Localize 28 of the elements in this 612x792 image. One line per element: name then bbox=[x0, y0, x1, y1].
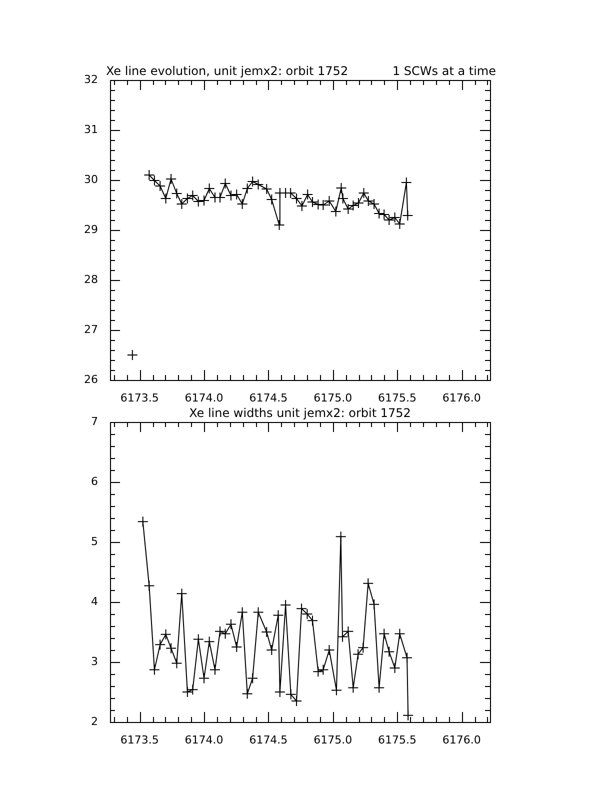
y-tick-label: 4 bbox=[91, 594, 98, 608]
y-tick-label: 27 bbox=[84, 322, 98, 336]
x-tick-label: 6176.0 bbox=[442, 391, 481, 404]
y-tick-label: 2 bbox=[91, 714, 98, 728]
y-tick-label: 3 bbox=[91, 654, 98, 668]
x-tick-label: 6175.5 bbox=[378, 391, 417, 404]
y-tick-label: 7 bbox=[91, 414, 98, 428]
x-tick-label: 6175.0 bbox=[314, 733, 352, 746]
y-tick-label: 28 bbox=[84, 272, 98, 286]
chart-title: Xe line evolution, unit jemx2: orbit 1752 bbox=[106, 64, 348, 78]
x-tick-label: 6174.5 bbox=[249, 733, 288, 746]
y-tick-label: 5 bbox=[91, 534, 98, 548]
y-tick-label: 26 bbox=[84, 372, 98, 386]
x-tick-label: 6173.5 bbox=[120, 733, 159, 746]
x-tick-label: 6174.5 bbox=[249, 391, 288, 404]
y-tick-label: 30 bbox=[84, 172, 98, 186]
x-tick-label: 6175.5 bbox=[378, 733, 417, 746]
y-tick-label: 32 bbox=[84, 72, 98, 86]
text: 1 SCWs at a time bbox=[392, 64, 496, 78]
x-tick-label: 6173.5 bbox=[120, 391, 159, 404]
chart-title: Xe line widths unit jemx2: orbit 1752 bbox=[189, 406, 411, 420]
y-tick-label: 31 bbox=[84, 122, 98, 136]
y-tick-label: 6 bbox=[91, 474, 98, 488]
y-tick-label: 29 bbox=[84, 222, 98, 236]
x-tick-label: 6174.0 bbox=[184, 391, 224, 404]
x-tick-label: 6175.0 bbox=[314, 391, 352, 404]
x-tick-label: 6176.0 bbox=[442, 733, 481, 746]
x-tick-label: 6174.0 bbox=[184, 733, 224, 746]
